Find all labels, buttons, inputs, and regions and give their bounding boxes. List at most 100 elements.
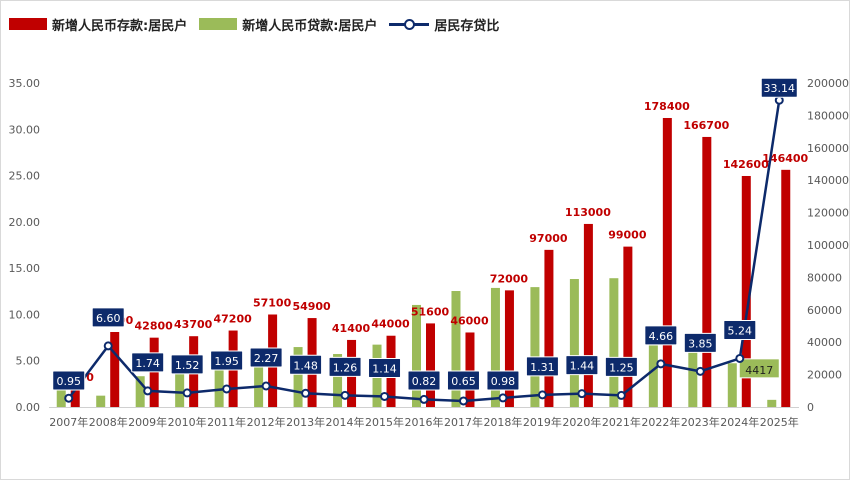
deposit-data-label: 146400 — [762, 152, 808, 165]
ratio-data-label: 33.14 — [764, 82, 796, 95]
legend-swatch-deposits — [9, 18, 47, 30]
x-axis-tick-label: 2019年 — [523, 415, 562, 429]
left-axis-tick-label: 25.00 — [9, 170, 41, 183]
ratio-data-label: 0.98 — [491, 375, 516, 388]
right-axis-tick-label: 80000 — [807, 271, 842, 284]
deposit-data-label: 46000 — [450, 314, 489, 327]
left-axis-tick-label: 30.00 — [9, 123, 41, 136]
left-axis-tick-label: 15.00 — [9, 262, 41, 275]
deposit-data-label: 97000 — [529, 232, 568, 245]
loan-bar — [648, 345, 658, 407]
loan-bar — [451, 291, 461, 407]
ratio-data-label-box — [368, 357, 402, 378]
loan-bar — [214, 368, 224, 407]
loan-bar — [767, 399, 777, 407]
ratio-point — [458, 396, 468, 406]
ratio-point — [774, 95, 784, 105]
deposit-bar — [465, 332, 475, 407]
ratio-data-label: 4.66 — [649, 330, 674, 343]
left-axis-tick-label: 20.00 — [9, 216, 41, 229]
x-axis-tick-label: 2025年 — [760, 415, 799, 429]
ratio-data-label-box — [644, 325, 678, 346]
x-axis-tick-label: 2017年 — [444, 415, 483, 429]
x-axis-tick-label: 2022年 — [641, 415, 680, 429]
legend: 新增人民币存款:居民户 新增人民币贷款:居民户 居民存贷比 — [9, 13, 511, 35]
ratio-data-label-box — [446, 370, 480, 391]
ratio-data-label-box — [565, 355, 599, 376]
deposit-bar — [70, 389, 80, 407]
deposit-bar — [741, 175, 751, 407]
ratio-point — [222, 384, 232, 394]
ratio-data-label-box — [328, 356, 362, 377]
loan-bar — [96, 395, 106, 407]
loan-data-label: 4417 — [745, 364, 773, 377]
ratio-point — [103, 341, 113, 351]
x-axis-tick-label: 2010年 — [168, 415, 207, 429]
deposit-data-label: 44000 — [371, 318, 410, 331]
ratio-point — [577, 389, 587, 399]
loan-bar — [530, 287, 540, 407]
ratio-point — [498, 393, 508, 403]
ratio-data-label: 1.74 — [135, 357, 160, 370]
ratio-point — [656, 359, 666, 369]
loan-bar — [412, 304, 421, 407]
legend-label-loans: 新增人民币贷款:居民户 — [242, 18, 378, 34]
deposit-bar — [623, 246, 633, 407]
ratio-data-label: 1.95 — [214, 355, 239, 368]
x-axis-tick-label: 2016年 — [405, 415, 444, 429]
loan-bar — [135, 376, 145, 407]
deposit-bar — [702, 136, 712, 408]
loan-bar — [56, 386, 66, 407]
deposit-data-label: 43700 — [174, 318, 213, 331]
legend-swatch-ratio — [389, 18, 430, 30]
ratio-data-label-box — [52, 370, 86, 391]
left-axis-tick-label: 10.00 — [9, 308, 41, 321]
left-axis-tick-label: 0.00 — [16, 401, 41, 414]
loan-data-label-box — [738, 358, 780, 379]
ratio-data-label: 0.65 — [451, 375, 476, 388]
ratio-data-label-box — [723, 319, 757, 340]
legend-item-loans: 新增人民币贷款:居民户 — [199, 15, 377, 34]
ratio-data-label-box — [91, 307, 125, 328]
deposit-data-label: 142600 — [723, 158, 769, 171]
ratio-data-label: 3.85 — [688, 337, 713, 350]
x-axis-tick-label: 2024年 — [720, 415, 759, 429]
x-axis-tick-label: 2009年 — [128, 415, 167, 429]
loan-bar — [727, 363, 737, 407]
ratio-point — [380, 391, 390, 401]
ratio-data-label: 1.52 — [175, 359, 200, 372]
ratio-data-label-box — [683, 332, 717, 353]
right-axis-tick-label: 40000 — [807, 336, 842, 349]
right-axis-tick-label: 180000 — [807, 109, 849, 122]
ratio-point — [261, 381, 271, 391]
ratio-point — [695, 366, 705, 376]
right-axis-tick-label: 140000 — [807, 174, 849, 187]
right-axis-tick-label: 100000 — [807, 239, 849, 252]
ratio-data-label: 2.27 — [254, 352, 279, 365]
ratio-data-label: 1.14 — [372, 362, 397, 375]
ratio-data-label-box — [604, 356, 638, 377]
left-axis-tick-label: 35.00 — [9, 77, 41, 90]
x-axis-tick-label: 2020年 — [562, 415, 601, 429]
deposit-bar — [544, 249, 554, 407]
loan-bar — [569, 279, 579, 407]
right-axis-tick-label: 60000 — [807, 304, 842, 317]
ratio-point — [537, 390, 547, 400]
x-axis-tick-label: 2012年 — [247, 415, 286, 429]
ratio-data-label: 6.60 — [96, 312, 121, 325]
deposit-data-label: 51600 — [411, 305, 450, 318]
right-axis-tick-label: 20000 — [807, 369, 842, 382]
ratio-point — [340, 390, 350, 400]
deposit-data-label: 47200 — [213, 313, 252, 326]
ratio-data-label: 0.95 — [56, 375, 81, 388]
ratio-point — [616, 390, 626, 400]
ratio-point — [64, 393, 74, 403]
ratio-data-label: 1.48 — [293, 359, 318, 372]
right-axis-tick-label: 200000 — [807, 77, 849, 90]
loan-bar — [293, 347, 303, 407]
loan-bar — [609, 278, 619, 407]
right-axis-tick-label: 120000 — [807, 207, 849, 220]
loan-bar — [175, 360, 185, 407]
